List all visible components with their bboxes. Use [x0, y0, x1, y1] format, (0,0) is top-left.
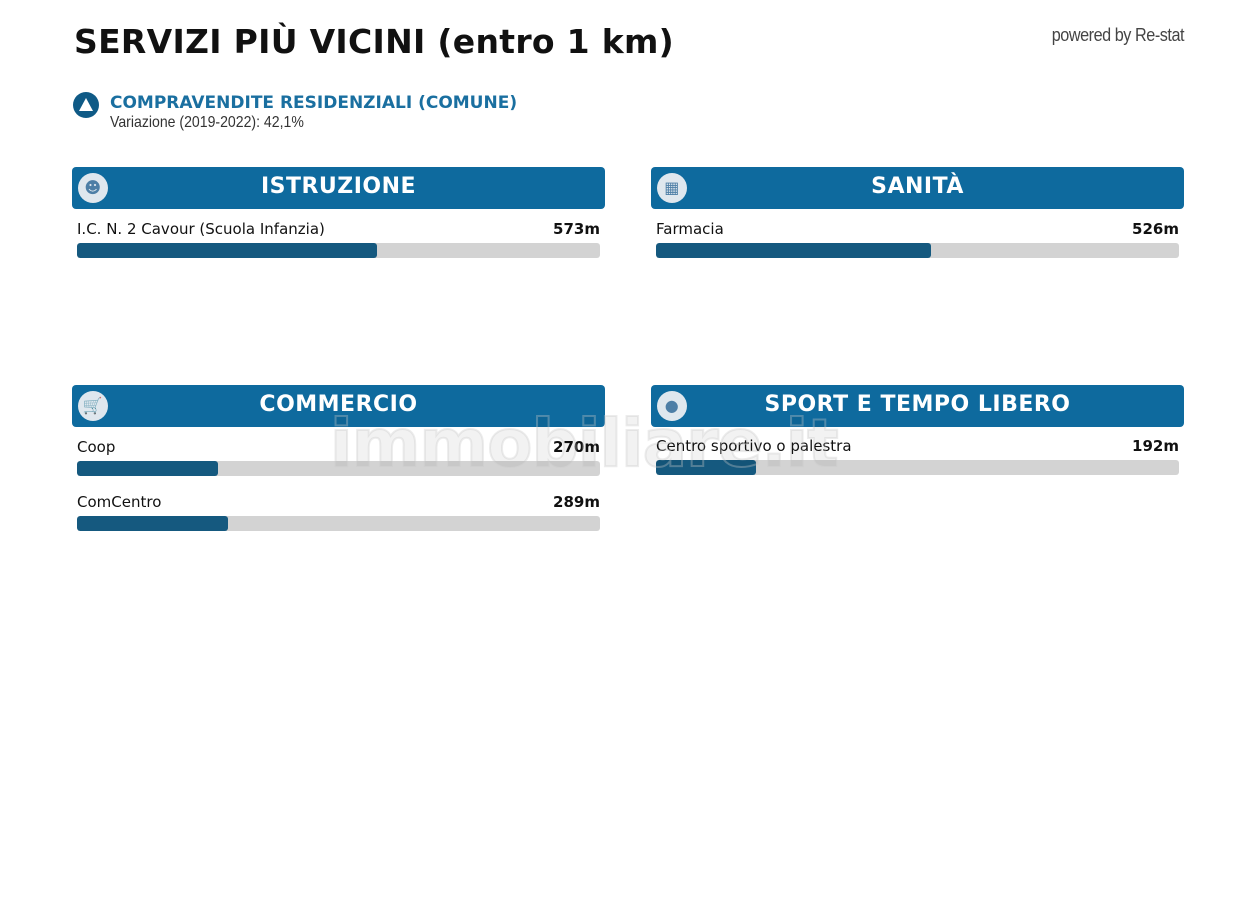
distance-bar [656, 243, 1179, 258]
trend-title: COMPRAVENDITE RESIDENZIALI (COMUNE) [110, 93, 518, 113]
student-icon: ☻ [78, 173, 108, 203]
card-header: ● SPORT E TEMPO LIBERO [651, 385, 1184, 427]
item-distance: 526m [1132, 220, 1179, 238]
item-label: Centro sportivo o palestra [656, 437, 852, 455]
hospital-icon: ▦ [657, 173, 687, 203]
card-sport: ● SPORT E TEMPO LIBERO Centro sportivo o… [651, 385, 1184, 481]
card-header: ▦ SANITÀ [651, 167, 1184, 209]
card-istruzione: ☻ ISTRUZIONE I.C. N. 2 Cavour (Scuola In… [72, 167, 605, 264]
card-title: SANITÀ [871, 174, 964, 199]
item-distance: 573m [553, 220, 600, 238]
distance-bar [77, 461, 600, 476]
card-title: SPORT E TEMPO LIBERO [764, 392, 1071, 417]
racket-icon: ● [657, 391, 687, 421]
distance-bar-fill [656, 460, 757, 475]
distance-bar [656, 460, 1179, 475]
trend-subtitle: Variazione (2019-2022): 42,1% [110, 114, 304, 131]
card-header: ☻ ISTRUZIONE [72, 167, 605, 209]
card-sanita: ▦ SANITÀ Farmacia 526m [651, 167, 1184, 264]
distance-bar-fill [77, 516, 229, 531]
distance-bar [77, 243, 600, 258]
card-title: COMMERCIO [259, 392, 418, 417]
powered-by-label: powered by Re-stat [1051, 25, 1185, 45]
item-distance: 192m [1132, 437, 1179, 455]
list-item: Farmacia 526m [656, 209, 1179, 264]
item-distance: 289m [553, 493, 600, 511]
card-commercio: 🛒 COMMERCIO Coop 270m ComCentro 289m [72, 385, 605, 537]
card-title: ISTRUZIONE [260, 174, 417, 199]
item-label: Farmacia [656, 220, 724, 238]
distance-bar-fill [656, 243, 932, 258]
distance-bar-fill [77, 461, 219, 476]
triangle-up-icon [73, 92, 99, 118]
list-item: ComCentro 289m [77, 482, 600, 537]
card-header: 🛒 COMMERCIO [72, 385, 605, 427]
distance-bar [77, 516, 600, 531]
list-item: I.C. N. 2 Cavour (Scuola Infanzia) 573m [77, 209, 600, 264]
distance-bar-fill [77, 243, 377, 258]
cart-icon: 🛒 [78, 391, 108, 421]
list-item: Centro sportivo o palestra 192m [656, 426, 1179, 481]
item-label: Coop [77, 438, 116, 456]
item-label: ComCentro [77, 493, 162, 511]
list-item: Coop 270m [77, 427, 600, 482]
page-title: SERVIZI PIÙ VICINI (entro 1 km) [74, 22, 675, 61]
item-distance: 270m [553, 438, 600, 456]
item-label: I.C. N. 2 Cavour (Scuola Infanzia) [77, 220, 325, 238]
